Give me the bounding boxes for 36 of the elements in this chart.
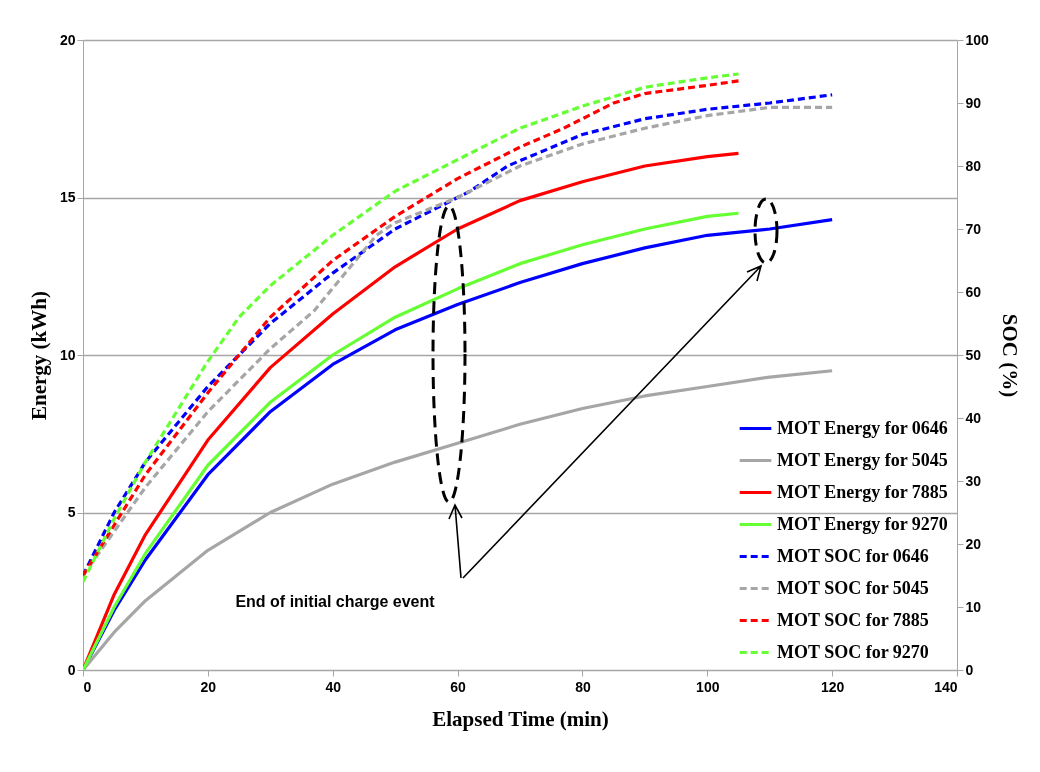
x-axis-title: Elapsed Time (min) [432, 706, 609, 731]
y-tick-label: 20 [59, 31, 76, 48]
y-tick-label: 5 [67, 504, 76, 520]
x-tick-label: 140 [934, 678, 958, 695]
x-tick-label: 100 [696, 678, 720, 695]
y2-tick-label: 20 [965, 535, 982, 552]
y-tick-label: 0 [67, 661, 76, 678]
y2-tick-label: 30 [965, 472, 982, 489]
y2-tick-label: 40 [965, 409, 982, 426]
x-tick-label: 40 [325, 678, 342, 695]
y2-axis-title: SOC (%) [997, 313, 1022, 398]
legend-label: MOT Energy for 0646 [777, 417, 948, 438]
legend-label: MOT SOC for 5045 [777, 577, 929, 598]
legend-label: MOT Energy for 9270 [777, 513, 948, 534]
annotation: End of initial charge event [235, 593, 436, 610]
y-axis-title: Energy (kWh) [26, 291, 51, 420]
y-tick-label: 10 [59, 346, 76, 363]
y2-tick-label: 10 [965, 598, 982, 615]
y2-tick-label: 60 [965, 283, 982, 300]
legend-label: MOT Energy for 5045 [777, 449, 948, 470]
y2-tick-label: 70 [965, 220, 982, 237]
legend-label: MOT SOC for 0646 [777, 545, 929, 566]
x-tick-label: 0 [83, 678, 92, 695]
y2-tick-label: 90 [965, 94, 982, 111]
x-tick-label: 120 [820, 678, 845, 695]
x-tick-label: 80 [575, 678, 591, 695]
legend-label: MOT SOC for 7885 [777, 609, 929, 630]
legend-label: MOT SOC for 9270 [777, 641, 929, 662]
y2-tick-label: 100 [965, 31, 990, 48]
y-tick-label: 15 [59, 189, 76, 205]
y2-tick-label: 0 [965, 661, 974, 678]
x-tick-label: 60 [450, 678, 467, 695]
legend-label: MOT Energy for 7885 [777, 481, 948, 502]
y2-tick-label: 50 [965, 346, 982, 363]
y2-tick-label: 80 [965, 157, 982, 174]
x-tick-label: 20 [200, 678, 217, 695]
